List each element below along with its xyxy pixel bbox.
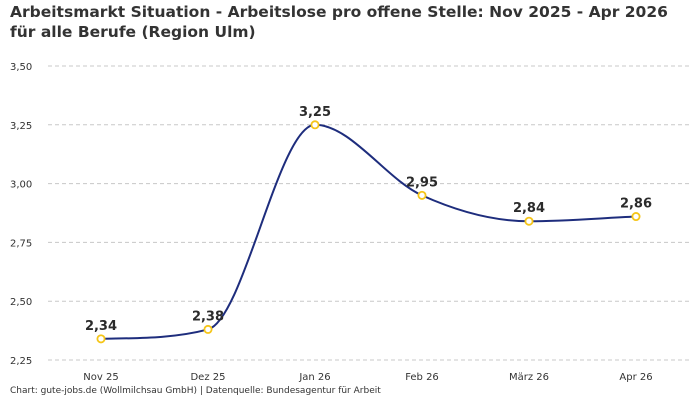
x-axis-ticks: Nov 25 Dez 25 Jan 26 Feb 26 März 26 Apr 26 xyxy=(83,372,652,383)
chart-title: Arbeitsmarkt Situation - Arbeitslose pro… xyxy=(10,3,668,41)
x-tick-label: Jan 26 xyxy=(298,372,330,383)
data-label: 2,38 xyxy=(192,309,224,324)
y-tick-label: 3,50 xyxy=(10,62,32,73)
x-tick-label: März 26 xyxy=(509,372,549,383)
x-tick-label: Dez 25 xyxy=(190,372,225,383)
data-labels: 2,34 2,38 3,25 2,95 2,84 2,86 xyxy=(85,105,652,334)
y-tick-label: 3,25 xyxy=(10,121,32,132)
chart-source: Chart: gute-jobs.de (Wollmilchsau GmbH) … xyxy=(10,386,381,396)
x-tick-label: Nov 25 xyxy=(83,372,118,383)
data-label: 3,25 xyxy=(299,105,331,120)
data-label: 2,34 xyxy=(85,319,117,334)
data-label: 2,86 xyxy=(620,197,652,212)
data-point xyxy=(631,212,641,222)
data-point xyxy=(203,324,213,334)
data-points xyxy=(96,120,641,344)
y-axis-ticks: 2,25 2,50 2,75 3,00 3,25 3,50 xyxy=(10,62,32,367)
data-label: 2,95 xyxy=(406,175,438,190)
y-tick-label: 2,25 xyxy=(10,356,32,367)
x-tick-label: Feb 26 xyxy=(405,372,439,383)
data-label: 2,84 xyxy=(513,201,545,216)
data-point xyxy=(310,120,320,130)
y-tick-label: 2,50 xyxy=(10,297,32,308)
data-point xyxy=(417,190,427,200)
y-tick-label: 2,75 xyxy=(10,238,32,249)
y-tick-label: 3,00 xyxy=(10,180,32,191)
data-point xyxy=(524,216,534,226)
series-line xyxy=(100,123,637,340)
grid-lines xyxy=(48,65,690,361)
data-point xyxy=(96,334,106,344)
x-tick-label: Apr 26 xyxy=(619,372,652,383)
